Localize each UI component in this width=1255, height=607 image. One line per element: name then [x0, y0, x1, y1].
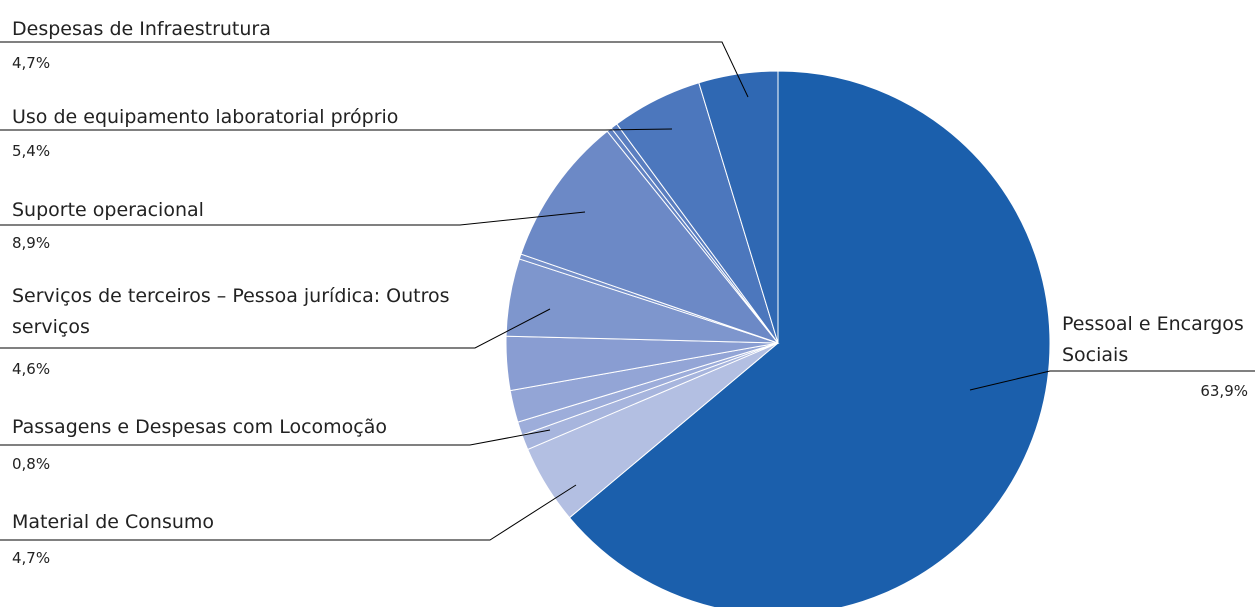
value-label: 0,8% — [12, 455, 51, 473]
slice-label: Serviços de terceiros – Pessoa jurídica:… — [12, 285, 450, 338]
value-label: 63,9% — [1200, 382, 1248, 400]
leader-line — [969, 370, 1255, 391]
leader-line — [0, 484, 577, 541]
pie-slice — [698, 70, 779, 344]
slice-label: Pessoal e Encargos Sociais — [1062, 313, 1244, 366]
value-label: 4,7% — [12, 54, 51, 72]
slice-label: Passagens e Despesas com Locomoção — [12, 416, 388, 438]
value-label: 4,6% — [12, 360, 51, 378]
pie-slice — [520, 130, 780, 345]
slice-label: Uso de equipamento laboratorial próprio — [12, 106, 399, 128]
value-label: 5,4% — [12, 142, 51, 160]
value-label: 4,7% — [12, 549, 51, 567]
leader-line — [0, 41, 749, 98]
leader-line — [0, 211, 586, 226]
slice-label: Material de Consumo — [12, 511, 215, 533]
leader-line — [0, 128, 673, 131]
slice-label: Despesas de Infraestrutura — [12, 18, 271, 40]
pie-slice — [568, 70, 1051, 607]
value-label: 8,9% — [12, 234, 51, 252]
leader-line — [0, 429, 551, 446]
leader-line — [0, 308, 551, 349]
slice-label: Suporte operacional — [12, 199, 204, 221]
